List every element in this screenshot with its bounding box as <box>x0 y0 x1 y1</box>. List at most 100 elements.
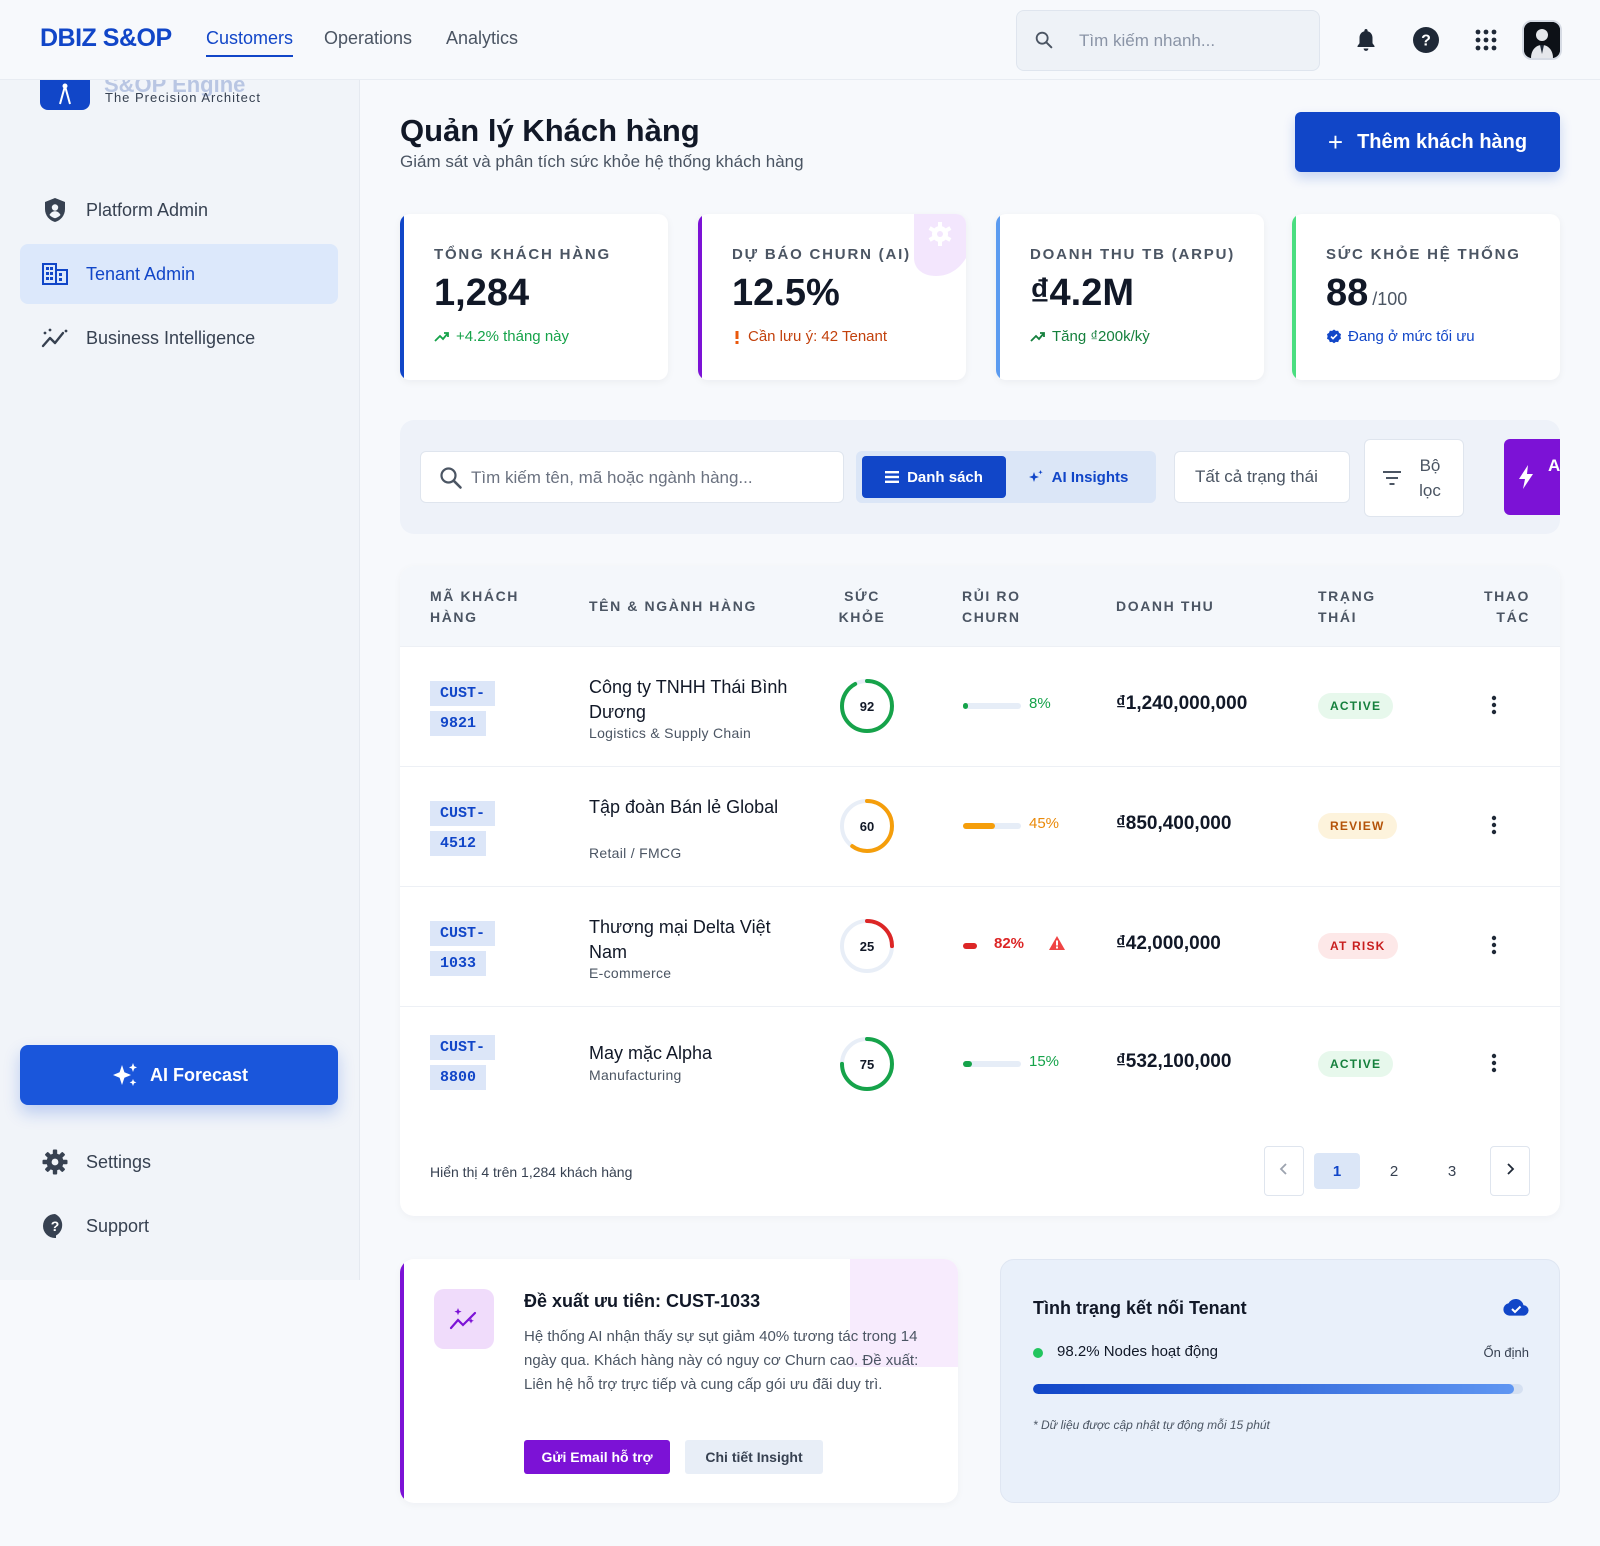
sidebar-item-platform-admin[interactable]: Platform Admin <box>20 180 338 240</box>
col-header-churn[interactable]: RỦI RO CHURN <box>962 588 1021 625</box>
table-row[interactable]: CUST-9821 Công ty TNHH Thái Bình Dương Log… <box>400 646 1560 766</box>
sidebar-item-support[interactable]: ? Support <box>20 1196 338 1256</box>
customer-id[interactable]: CUST-8800 <box>430 1033 496 1093</box>
insight-title: Đề xuất ưu tiên: CUST-1033 <box>524 1291 761 1311</box>
prev-page-button[interactable] <box>1264 1146 1304 1196</box>
row-actions-more-icon[interactable] <box>1480 1049 1508 1077</box>
exclamation-icon <box>732 330 742 344</box>
sparkle-icon <box>1028 469 1044 485</box>
warning-triangle-icon <box>1048 935 1066 956</box>
col-header-id[interactable]: MÃ KHÁCH HÀNG <box>430 588 520 625</box>
customer-name[interactable]: May mặc Alpha <box>589 1043 713 1063</box>
apps-grid-icon[interactable] <box>1470 24 1502 56</box>
page-button-2[interactable]: 2 <box>1389 1162 1399 1180</box>
health-score-value: 92 <box>859 698 875 714</box>
health-score-ring: 92 <box>838 677 896 735</box>
insight-text: Hệ thống AI nhận thấy sự sụt giảm 40% tư… <box>524 1328 919 1393</box>
nodes-progress-bar <box>1033 1384 1523 1394</box>
insight-accent-bar <box>400 1259 404 1503</box>
customer-industry: Retail / FMCG <box>589 845 682 861</box>
svg-text:?: ? <box>1421 33 1431 50</box>
kpi-note: Tăng ₫200k/kỳ <box>1030 328 1150 345</box>
health-score-ring: 75 <box>838 1035 896 1093</box>
notifications-bell-icon[interactable] <box>1350 24 1382 56</box>
ai-search-button[interactable]: AI Search <box>1504 439 1560 515</box>
customer-revenue: ₫42,000,000 <box>1116 933 1221 954</box>
customer-industry: Manufacturing <box>589 1067 682 1083</box>
status-filter-select[interactable]: Tất cả trạng thái <box>1174 451 1350 503</box>
churn-risk-bar <box>963 1061 1021 1067</box>
svg-text:?: ? <box>51 1218 60 1234</box>
nav-customers[interactable]: Customers <box>206 28 294 57</box>
trending-up-icon <box>1030 331 1046 343</box>
kpi-value: 12.5% <box>732 272 840 314</box>
sidebar-item-label: Settings <box>86 1151 152 1172</box>
col-header-status[interactable]: TRẠNG THÁI <box>1318 588 1376 625</box>
filter-button[interactable]: Bộ lọc <box>1364 439 1464 517</box>
search-icon <box>439 466 463 495</box>
chevron-right-icon <box>1505 1162 1515 1180</box>
next-page-button[interactable] <box>1490 1146 1530 1196</box>
page-button-3[interactable]: 3 <box>1447 1162 1457 1180</box>
kpi-label: SỨC KHỎE HỆ THỐNG <box>1326 246 1521 263</box>
global-search <box>1016 10 1320 71</box>
churn-risk-percent: 82% <box>994 935 1025 952</box>
customer-id[interactable]: CUST-1033 <box>430 919 496 979</box>
auto-update-note: * Dữ liệu được cập nhật tự động mỗi 15 p… <box>1033 1418 1270 1432</box>
tenant-connection-card: Tình trạng kết nối Tenant 98.2% Nodes ho… <box>1000 1259 1560 1503</box>
sidebar-item-tenant-admin[interactable]: Tenant Admin <box>20 244 338 304</box>
connection-title: Tình trạng kết nối Tenant <box>1033 1298 1247 1318</box>
ai-search-label: AI Search <box>1548 456 1560 475</box>
customer-name[interactable]: Tập đoàn Bán lẻ Global <box>589 797 779 817</box>
brand-logo[interactable]: DBIZ S&OP <box>40 24 172 52</box>
sidebar-item-label: Business Intelligence <box>86 327 256 348</box>
customer-revenue: ₫1,240,000,000 <box>1116 693 1248 714</box>
sidebar-item-label: Platform Admin <box>86 199 209 220</box>
trending-up-icon <box>434 331 450 343</box>
customer-id[interactable]: CUST-4512 <box>430 799 496 859</box>
kpi-card-total-customers: TỔNG KHÁCH HÀNG 1,284 +4.2% tháng này <box>400 214 668 380</box>
churn-risk-percent: 45% <box>1029 815 1060 832</box>
help-icon[interactable]: ? <box>1410 24 1442 56</box>
user-avatar[interactable] <box>1522 20 1562 60</box>
view-list-button[interactable]: Danh sách <box>862 456 1006 498</box>
brain-gear-icon <box>906 214 966 276</box>
send-support-email-button[interactable]: Gửi Email hỗ trợ <box>524 1440 670 1474</box>
table-row[interactable]: CUST-8800 May mặc Alpha Manufacturing 75 15%… <box>400 1006 1560 1116</box>
engine-subtitle: The Precision Architect <box>105 90 261 105</box>
health-score-value: 25 <box>859 938 875 954</box>
customer-search-input[interactable] <box>471 466 831 490</box>
col-header-actions: THAO TÁC <box>1483 588 1530 625</box>
nav-analytics[interactable]: Analytics <box>446 28 519 48</box>
add-customer-button[interactable]: + Thêm khách hàng <box>1295 112 1560 172</box>
global-search-input[interactable] <box>1079 29 1299 53</box>
table-row[interactable]: CUST-1033 Thương mại Delta Việt Nam E-comm… <box>400 886 1560 1006</box>
col-header-name[interactable]: TÊN & NGÀNH HÀNG <box>589 598 757 614</box>
chevron-left-icon <box>1279 1162 1289 1180</box>
top-navigation: DBIZ S&OP Customers Operations Analytics… <box>0 0 1600 80</box>
page-button-1[interactable]: 1 <box>1314 1153 1360 1189</box>
filter-icon <box>1383 471 1401 485</box>
col-header-revenue[interactable]: DOANH THU <box>1116 598 1215 614</box>
table-row[interactable]: CUST-4512 Tập đoàn Bán lẻ Global Retail / … <box>400 766 1560 886</box>
churn-risk-percent: 15% <box>1029 1053 1060 1070</box>
view-ai-insights-button[interactable]: AI Insights <box>1006 456 1150 498</box>
row-actions-more-icon[interactable] <box>1480 931 1508 959</box>
kpi-card-system-health: SỨC KHỎE HỆ THỐNG 88/100 Đang ở mức tối … <box>1292 214 1560 380</box>
customer-id[interactable]: CUST-9821 <box>430 679 496 739</box>
page-subtitle: Giám sát và phân tích sức khỏe hệ thống … <box>400 152 804 171</box>
kpi-accent-bar <box>698 214 702 380</box>
customer-name[interactable]: Thương mại Delta Việt Nam <box>589 917 771 962</box>
col-header-health[interactable]: SỨC KHỎE <box>838 588 886 625</box>
sidebar-item-settings[interactable]: Settings <box>20 1132 338 1192</box>
sidebar-item-business-intelligence[interactable]: Business Intelligence <box>20 308 338 368</box>
nav-operations[interactable]: Operations <box>324 28 413 48</box>
insight-detail-button[interactable]: Chi tiết Insight <box>685 1440 823 1474</box>
status-badge: ACTIVE <box>1318 693 1394 719</box>
ai-forecast-button[interactable]: AI Forecast <box>20 1045 338 1105</box>
kpi-label: TỔNG KHÁCH HÀNG <box>434 246 611 263</box>
row-actions-more-icon[interactable] <box>1480 691 1508 719</box>
row-actions-more-icon[interactable] <box>1480 811 1508 839</box>
trend-icon <box>40 323 70 353</box>
customer-name[interactable]: Công ty TNHH Thái Bình Dương <box>589 677 788 722</box>
